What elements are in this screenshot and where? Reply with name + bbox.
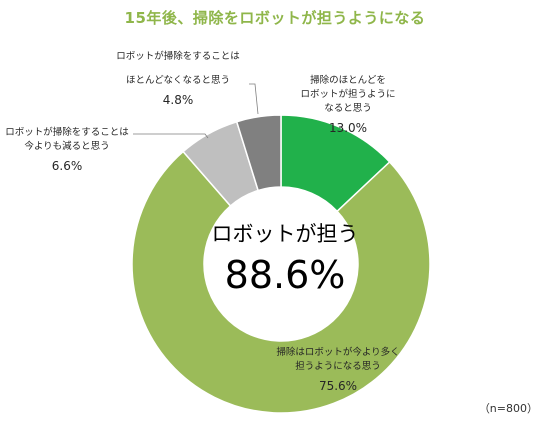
leader-line-decrease: [133, 133, 209, 139]
center-value: 88.6%: [224, 253, 346, 297]
slice-value-decrease: 6.6%: [51, 159, 83, 173]
sample-size-note: （n=800）: [478, 402, 538, 415]
slice-value-almost-none: 4.8%: [162, 93, 194, 107]
center-label: ロボットが担う: [211, 222, 359, 246]
slice-label-more: 掃除はロボットが今より多く 担うようになる思う 75.6%: [258, 346, 418, 393]
slice-label-decrease: ロボットが掃除をすることは 今よりも減ると思う 6.6%: [2, 126, 132, 173]
slice-label-almost-none: ロボットが掃除をすることは ほとんどなくなると思う 4.8%: [110, 50, 246, 107]
leader-line-small: [249, 83, 259, 115]
slice-more: [131, 150, 431, 414]
chart-title: 15年後、掃除をロボットが担うようになる: [124, 9, 426, 27]
slice-almost-none: [235, 114, 282, 192]
slice-value-most: 13.0%: [328, 121, 368, 135]
slice-label-most: 掃除のほとんどを ロボットが担うように なると思う 13.0%: [292, 74, 404, 135]
slice-value-more: 75.6%: [318, 379, 358, 393]
